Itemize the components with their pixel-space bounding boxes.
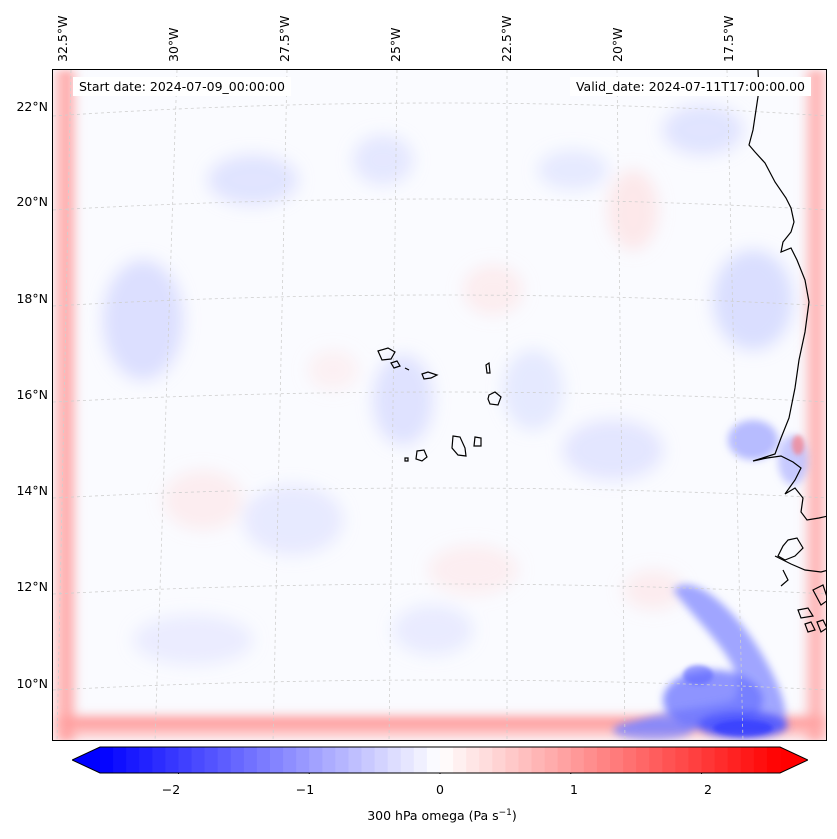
lon-label-32-5w: 32.5°W [55,15,70,62]
colorbar-cell [492,747,506,773]
colorbar-cell [413,747,428,773]
colorbar-cell [701,747,716,773]
lon-label-27-5w: 27.5°W [277,15,292,62]
colorbar-cell [675,747,690,773]
colorbar-cell [623,747,637,773]
lat-label-18n: 18°N [16,291,48,306]
colorbar-cell [256,747,271,773]
omega-field-map [53,70,826,740]
colorbar-cell [570,747,585,773]
start-date-label: Start date: 2024-07-09_00:00:00 [73,77,291,96]
colorbar-cell [662,747,676,773]
colorbar-tick-label: −1 [295,782,315,797]
colorbar-cell [335,747,350,773]
colorbar-cell [270,747,284,773]
colorbar-label: 300 hPa omega (Pa s−1) [367,808,517,824]
colorbar-cell [557,747,572,773]
colorbar-cell [348,747,363,773]
colorbar [72,746,808,774]
colorbar-cell [374,747,389,773]
colorbar-cell [400,747,415,773]
colorbar-cell [583,747,598,773]
lon-label-30w: 30°W [166,27,181,62]
colorbar-cell [440,747,454,773]
colorbar-cell [243,747,258,773]
colorbar-cell [518,747,533,773]
colorbar-tick-label: 2 [704,782,712,797]
colorbar-ticks [177,773,703,774]
lat-label-22n: 22°N [16,99,48,114]
lon-label-22-5w: 22.5°W [499,15,514,62]
colorbar-cell [740,747,755,773]
colorbar-cell [191,747,206,773]
colorbar-cell [309,747,323,773]
colorbar-tick-label: 0 [436,782,444,797]
colorbar-cells [72,747,808,773]
colorbar-cell [610,747,624,773]
colorbar-cell [204,747,219,773]
valid-date-label: Valid_date: 2024-07-11T17:00:00.00 [569,77,811,96]
colorbar-cell [766,747,781,773]
colorbar-extend-min [72,747,100,773]
colorbar-cell [753,747,768,773]
colorbar-tick-label: 1 [570,782,578,797]
colorbar-cell [466,747,480,773]
colorbar-cell [139,747,153,773]
colorbar-cell [217,747,232,773]
colorbar-cell [296,747,310,773]
colorbar-cell [100,747,114,773]
lat-label-20n: 20°N [16,194,48,209]
colorbar-cell [636,747,650,773]
colorbar-cell [426,747,441,773]
colorbar-cell [387,747,402,773]
colorbar-cell [126,747,140,773]
colorbar-cell [714,747,729,773]
colorbar-cell [544,747,559,773]
colorbar-cell [178,747,193,773]
lon-label-20w: 20°W [610,27,625,62]
colorbar-cell [596,747,611,773]
cape-verde-islands [377,347,502,462]
map-area [52,69,827,741]
lat-label-16n: 16°N [16,387,48,402]
colorbar-cell [479,747,493,773]
colorbar-cell [322,747,336,773]
lon-label-17-5w: 17.5°W [721,15,736,62]
colorbar-cell [649,747,663,773]
colorbar-cell [531,747,546,773]
colorbar-cell [230,747,245,773]
lat-label-14n: 14°N [16,483,48,498]
colorbar-cell [688,747,703,773]
descent-core [683,435,804,736]
lon-label-25w: 25°W [388,27,403,62]
colorbar-tick-label: −2 [161,782,181,797]
colorbar-outline [72,746,808,774]
colorbar-cell [727,747,742,773]
colorbar-cell [361,747,376,773]
colorbar-cell [165,747,180,773]
background-anomalies [103,105,793,665]
lat-label-10n: 10°N [16,676,48,691]
graticule [53,70,826,740]
colorbar-extend-max [780,747,808,773]
colorbar-cell [152,747,166,773]
colorbar-cell [283,747,297,773]
coastline [748,70,826,633]
colorbar-cell [505,747,520,773]
colorbar-cell [453,747,467,773]
colorbar-cell [113,747,127,773]
lat-label-12n: 12°N [16,579,48,594]
